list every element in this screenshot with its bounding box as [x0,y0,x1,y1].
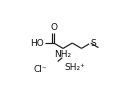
Text: S: S [90,39,96,48]
Text: Cl⁻: Cl⁻ [33,65,47,74]
Text: SH₂⁺: SH₂⁺ [65,63,85,72]
Text: O: O [50,23,57,32]
Text: NH₂: NH₂ [54,50,72,59]
Text: HO: HO [30,39,44,48]
